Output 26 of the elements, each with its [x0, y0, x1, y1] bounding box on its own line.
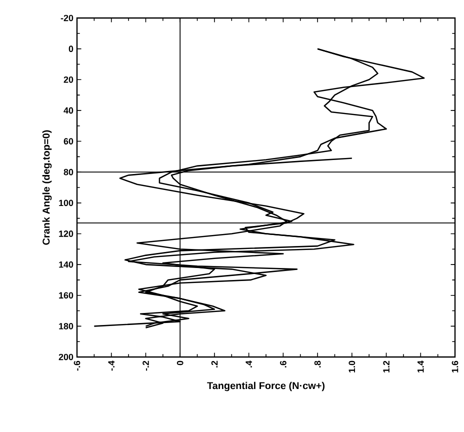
x-tick-label: .8 [314, 360, 321, 368]
x-tick-label: .2 [211, 360, 218, 368]
x-tick-label: -.2 [142, 360, 149, 371]
y-axis-title: Crank Angle (deg.top=0) [42, 130, 52, 245]
y-tick-label: 160 [59, 292, 74, 299]
y-tick-label: 60 [64, 138, 74, 144]
x-tick-label: -.4 [108, 360, 114, 371]
x-axis-title: Tangential Force (N·cw+) [207, 382, 325, 392]
y-tick-label: 180 [59, 323, 74, 330]
y-tick-label: 120 [59, 230, 74, 237]
x-tick-label: 1.6 [452, 360, 458, 372]
y-tick-label: 200 [58, 354, 74, 360]
x-tick-label: 1.4 [418, 360, 424, 372]
x-tick-label: 1.0 [348, 360, 356, 372]
x-tick-label: 0 [176, 360, 184, 366]
y-tick-label: 20 [64, 76, 74, 83]
y-tick-label: 100 [59, 200, 74, 206]
x-tick-label: -.6 [74, 360, 80, 371]
x-tick-label: .6 [280, 360, 286, 368]
y-tick-label: -20 [60, 14, 74, 22]
y-tick-label: 140 [59, 261, 74, 268]
y-tick-label: 0 [68, 46, 74, 52]
y-tick-label: 40 [64, 107, 74, 114]
x-tick-label: .4 [246, 360, 252, 368]
y-tick-label: 80 [64, 168, 74, 176]
x-tick-label: 1.2 [383, 360, 390, 372]
